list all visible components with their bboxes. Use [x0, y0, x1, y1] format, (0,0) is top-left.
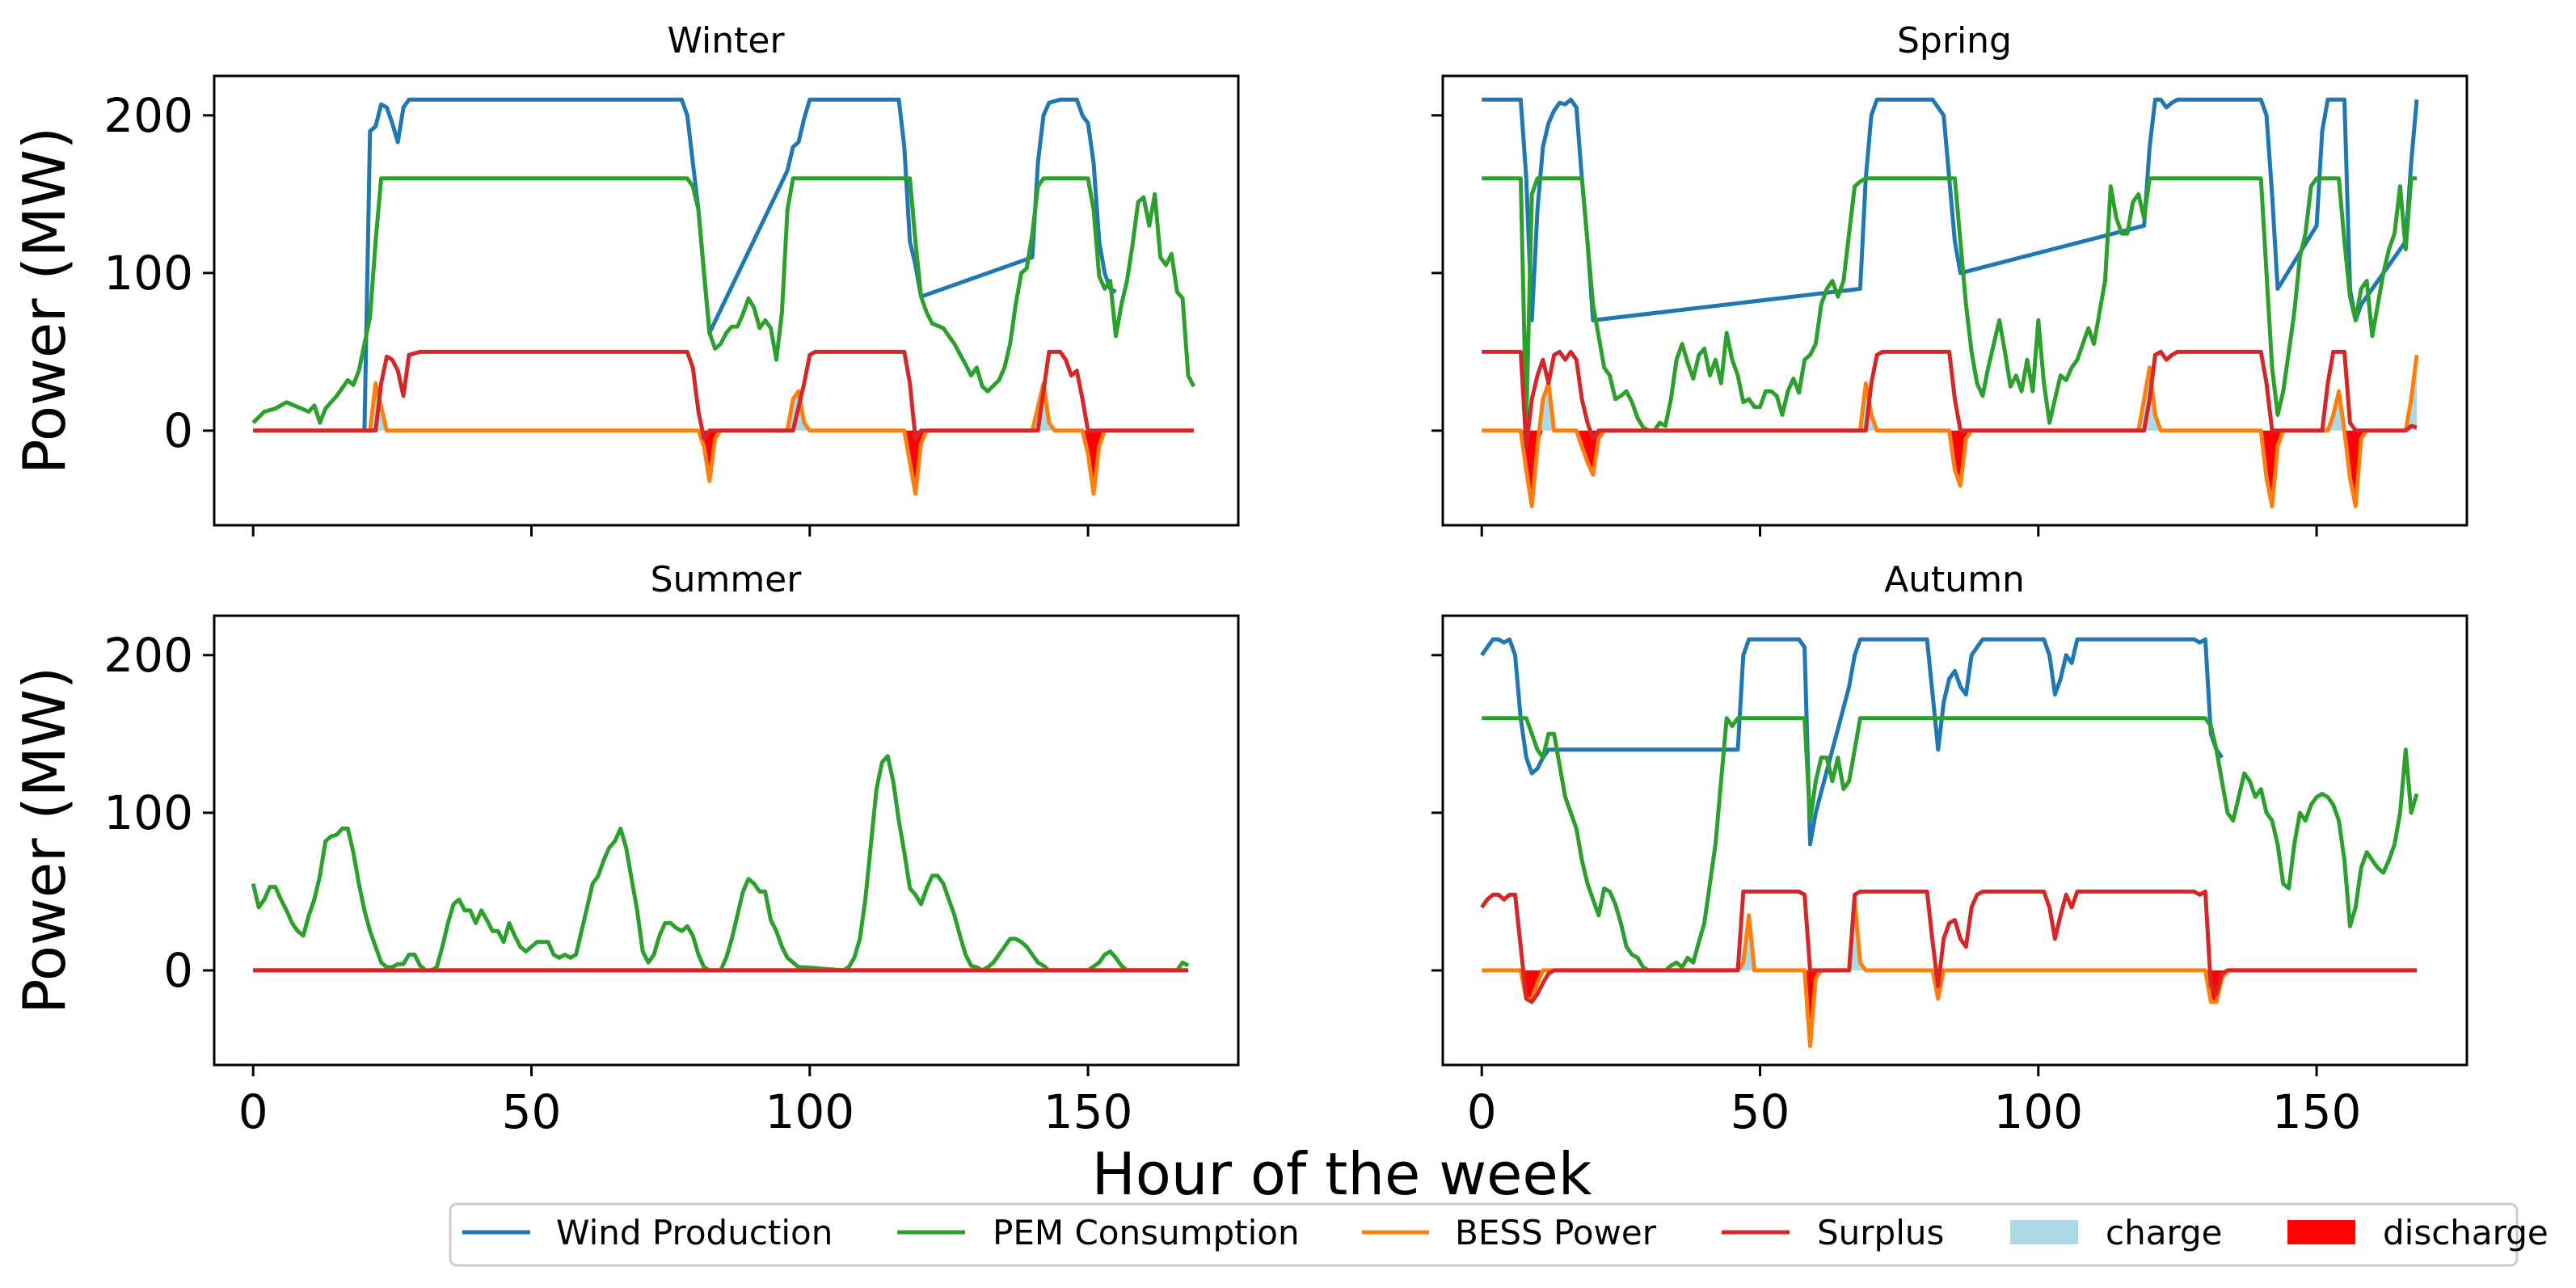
y-tick-label-winter: 200	[103, 88, 193, 143]
series-line-wind-autumn	[1480, 637, 2224, 847]
legend-item-charge: charge	[2010, 1213, 2222, 1252]
axes-frame-winter	[213, 74, 1240, 527]
x-tick-label-autumn: 50	[1731, 1084, 1790, 1139]
plot-area-spring	[1431, 97, 2419, 537]
plot-area-autumn: 0 50 100 150	[1431, 637, 2419, 1139]
panel-spring: Spring	[1431, 20, 2468, 537]
legend-label-pem: PEM Consumption	[993, 1213, 1300, 1252]
series-line-bess-winter	[253, 381, 1194, 496]
y-tick-label-winter: 100	[103, 246, 193, 301]
legend-item-wind: Wind Production	[462, 1213, 833, 1252]
legend: Wind Production PEM Consumption BESS Pow…	[449, 1202, 2549, 1267]
y-axis-label-bottom: Power (MW)	[11, 667, 78, 1014]
y-axis-label-top: Power (MW)	[11, 127, 78, 474]
axes-frame-autumn	[1441, 614, 2468, 1067]
plot-area-summer: 0 50 100 150 0 100 200	[103, 628, 1190, 1139]
legend-item-discharge: discharge	[2287, 1213, 2549, 1252]
legend-item-bess: BESS Power	[1362, 1213, 1657, 1252]
axes-frame-spring	[1441, 74, 2468, 527]
charge-area-winter	[253, 383, 1194, 431]
legend-box	[449, 1202, 2519, 1267]
x-axis-label: Hour of the week	[1092, 1140, 1592, 1208]
series-line-wind-spring	[1482, 97, 2419, 322]
y-tick-label-summer: 0	[163, 943, 193, 998]
plot-area-winter: 0 100 200	[103, 88, 1196, 537]
panel-title-autumn: Autumn	[1884, 559, 2025, 600]
series-line-wind-winter	[253, 97, 1117, 433]
discharge-area-winter	[253, 430, 1194, 494]
y-tick-label-winter: 0	[163, 403, 193, 458]
x-tick-label-summer: 150	[1043, 1084, 1133, 1139]
panel-title-spring: Spring	[1897, 20, 2012, 61]
legend-label-wind: Wind Production	[556, 1213, 833, 1252]
series-line-surplus-autumn	[1480, 889, 2417, 1004]
x-tick-label-autumn: 150	[2272, 1084, 2362, 1139]
axes-frame-summer	[213, 614, 1240, 1067]
series-line-bess-spring	[1482, 354, 2419, 509]
panel-title-summer: Summer	[651, 559, 803, 600]
legend-label-discharge: discharge	[2383, 1213, 2549, 1252]
series-line-surplus-spring	[1482, 349, 2418, 448]
y-tick-label-summer: 200	[103, 628, 193, 683]
x-tick-label-summer: 50	[502, 1084, 562, 1139]
legend-item-surplus: Surplus	[1722, 1213, 1944, 1252]
panel-summer: Summer 0 50 100 150 0 100 200	[103, 559, 1240, 1139]
series-line-pem-autumn	[1482, 716, 2419, 973]
legend-swatch-discharge	[2287, 1220, 2355, 1244]
discharge-area-autumn	[1482, 970, 2417, 1046]
legend-label-surplus: Surplus	[1817, 1213, 1944, 1252]
panel-title-winter: Winter	[667, 20, 785, 61]
series-line-pem-summer	[251, 754, 1190, 973]
series-line-pem-spring	[1482, 176, 2417, 433]
panel-winter: Winter 0 100 200	[103, 20, 1240, 537]
legend-swatch-charge	[2010, 1220, 2078, 1244]
series-line-surplus-winter	[253, 349, 1194, 441]
series-line-pem-winter	[251, 176, 1196, 425]
legend-label-bess: BESS Power	[1455, 1213, 1657, 1252]
legend-label-charge: charge	[2106, 1213, 2222, 1252]
x-tick-label-autumn: 100	[1993, 1084, 2083, 1139]
y-tick-label-summer: 100	[103, 785, 193, 840]
x-tick-label-summer: 0	[238, 1084, 268, 1139]
panel-autumn: Autumn 0 50 100 150	[1431, 559, 2468, 1139]
x-tick-label-autumn: 0	[1467, 1084, 1497, 1139]
legend-item-pem: PEM Consumption	[897, 1213, 1300, 1252]
x-tick-label-summer: 100	[765, 1084, 854, 1139]
